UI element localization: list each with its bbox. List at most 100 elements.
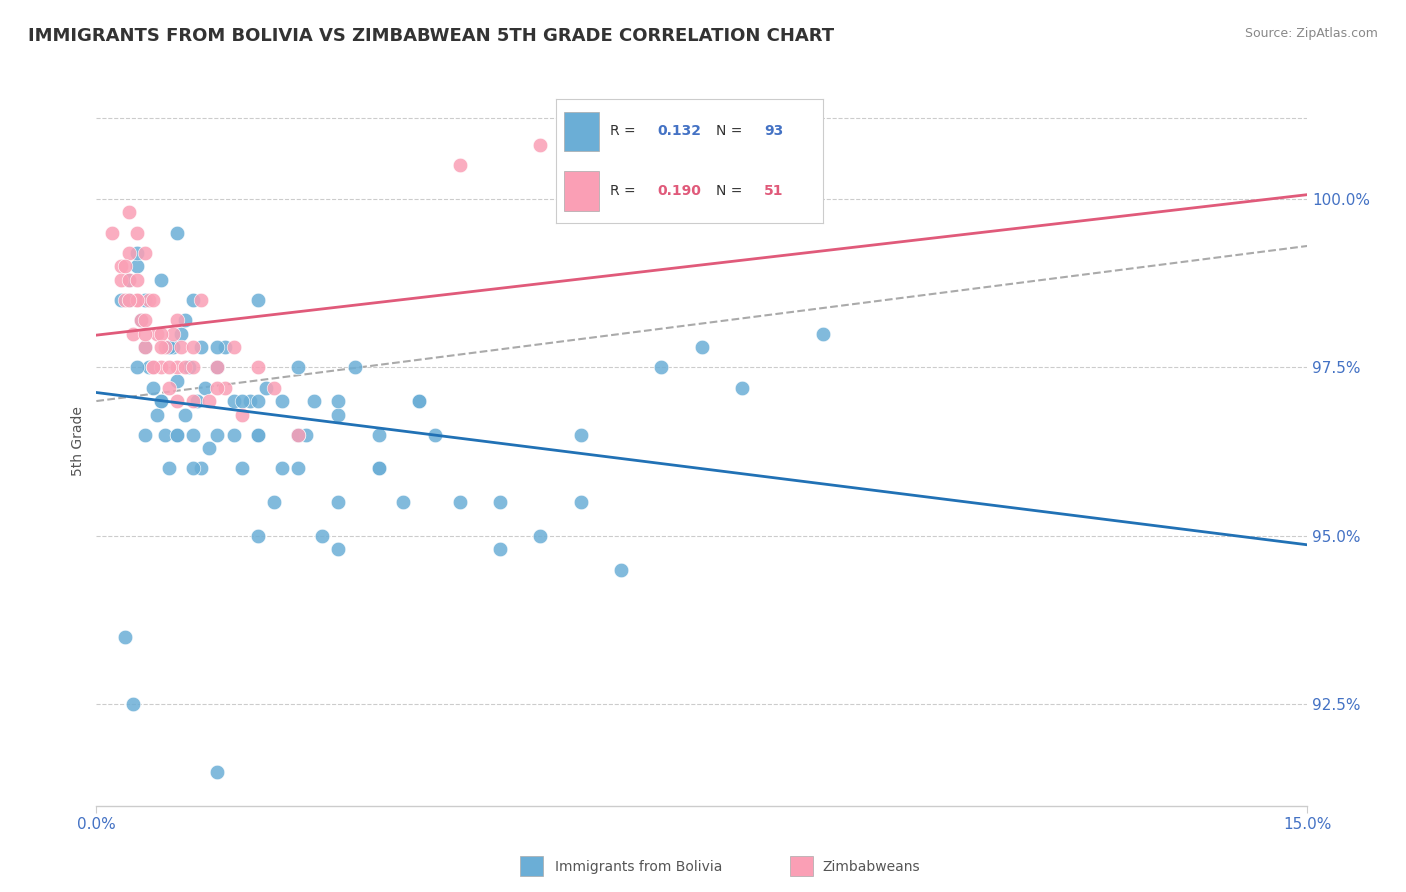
- Point: [125, 245, 148, 260]
- Point: [117, 293, 139, 307]
- Point: [149, 326, 172, 341]
- Point: [231, 461, 253, 475]
- Point: [121, 698, 143, 712]
- Point: [222, 427, 245, 442]
- Text: Immigrants from Bolivia: Immigrants from Bolivia: [555, 860, 723, 874]
- Text: Zimbabweans: Zimbabweans: [823, 860, 920, 874]
- Point: [529, 529, 551, 543]
- Point: [117, 205, 139, 219]
- Point: [125, 293, 148, 307]
- Point: [166, 394, 188, 409]
- Point: [181, 427, 204, 442]
- Point: [408, 394, 430, 409]
- Point: [449, 158, 471, 172]
- Point: [181, 461, 204, 475]
- Point: [186, 394, 208, 409]
- Point: [287, 360, 309, 375]
- Point: [207, 360, 229, 375]
- Point: [138, 360, 160, 375]
- Point: [149, 394, 172, 409]
- Text: Source: ZipAtlas.com: Source: ZipAtlas.com: [1244, 27, 1378, 40]
- Point: [207, 360, 229, 375]
- Point: [328, 495, 350, 509]
- Point: [149, 273, 172, 287]
- Point: [166, 313, 188, 327]
- Point: [222, 340, 245, 354]
- Point: [246, 360, 269, 375]
- Point: [181, 394, 204, 409]
- Point: [198, 442, 221, 456]
- Point: [287, 427, 309, 442]
- Point: [207, 381, 229, 395]
- Point: [263, 495, 285, 509]
- Point: [170, 340, 193, 354]
- Point: [343, 360, 366, 375]
- Point: [246, 293, 269, 307]
- Point: [142, 293, 165, 307]
- Point: [425, 427, 447, 442]
- Point: [198, 394, 221, 409]
- Point: [194, 381, 217, 395]
- Point: [392, 495, 415, 509]
- Point: [101, 226, 124, 240]
- Point: [114, 259, 136, 273]
- Point: [690, 340, 713, 354]
- Point: [134, 340, 156, 354]
- Point: [157, 461, 180, 475]
- Point: [117, 273, 139, 287]
- Point: [650, 360, 672, 375]
- Point: [153, 427, 176, 442]
- Point: [287, 461, 309, 475]
- Point: [231, 408, 253, 422]
- Point: [174, 313, 197, 327]
- Point: [125, 273, 148, 287]
- Point: [134, 313, 156, 327]
- Point: [134, 245, 156, 260]
- Point: [121, 326, 143, 341]
- Point: [529, 137, 551, 152]
- Point: [569, 427, 592, 442]
- Point: [207, 340, 229, 354]
- Point: [328, 408, 350, 422]
- Point: [146, 326, 169, 341]
- Point: [117, 245, 139, 260]
- Point: [134, 340, 156, 354]
- Point: [166, 360, 188, 375]
- Point: [146, 408, 169, 422]
- Point: [610, 563, 633, 577]
- Point: [110, 259, 132, 273]
- Point: [134, 427, 156, 442]
- Point: [367, 461, 389, 475]
- Point: [110, 293, 132, 307]
- Point: [254, 381, 277, 395]
- Point: [449, 495, 471, 509]
- Point: [207, 360, 229, 375]
- Point: [125, 259, 148, 273]
- Point: [811, 326, 834, 341]
- Point: [190, 293, 212, 307]
- Point: [129, 313, 152, 327]
- Point: [304, 394, 326, 409]
- Point: [134, 326, 156, 341]
- Point: [246, 427, 269, 442]
- Point: [328, 394, 350, 409]
- Point: [157, 381, 180, 395]
- Point: [367, 461, 389, 475]
- Point: [174, 408, 197, 422]
- Point: [190, 340, 212, 354]
- Point: [214, 381, 236, 395]
- Point: [179, 360, 201, 375]
- Point: [114, 630, 136, 644]
- Point: [166, 427, 188, 442]
- Point: [125, 293, 148, 307]
- Point: [157, 340, 180, 354]
- Point: [489, 495, 512, 509]
- Text: IMMIGRANTS FROM BOLIVIA VS ZIMBABWEAN 5TH GRADE CORRELATION CHART: IMMIGRANTS FROM BOLIVIA VS ZIMBABWEAN 5T…: [28, 27, 834, 45]
- Point: [149, 394, 172, 409]
- Point: [134, 293, 156, 307]
- Point: [117, 293, 139, 307]
- Point: [114, 293, 136, 307]
- Point: [489, 542, 512, 557]
- Point: [569, 495, 592, 509]
- Point: [110, 273, 132, 287]
